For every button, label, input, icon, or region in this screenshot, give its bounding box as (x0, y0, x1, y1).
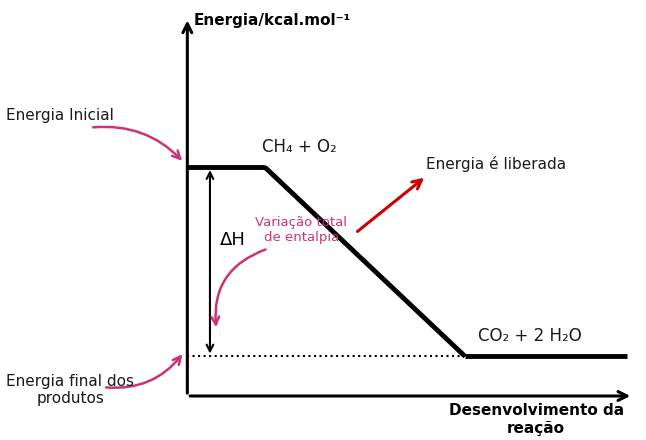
Text: ΔH: ΔH (220, 231, 245, 249)
Text: Desenvolvimento da
reação: Desenvolvimento da reação (448, 403, 624, 436)
Text: Energia/kcal.mol⁻¹: Energia/kcal.mol⁻¹ (194, 13, 351, 28)
Text: Variação total
de entalpia: Variação total de entalpia (255, 216, 347, 244)
Text: CO₂ + 2 H₂O: CO₂ + 2 H₂O (478, 327, 582, 345)
Text: Energia é liberada: Energia é liberada (426, 156, 567, 172)
Text: Energia final dos
produtos: Energia final dos produtos (6, 374, 134, 407)
Text: Energia Inicial: Energia Inicial (6, 108, 114, 123)
Text: CH₄ + O₂: CH₄ + O₂ (262, 138, 337, 156)
